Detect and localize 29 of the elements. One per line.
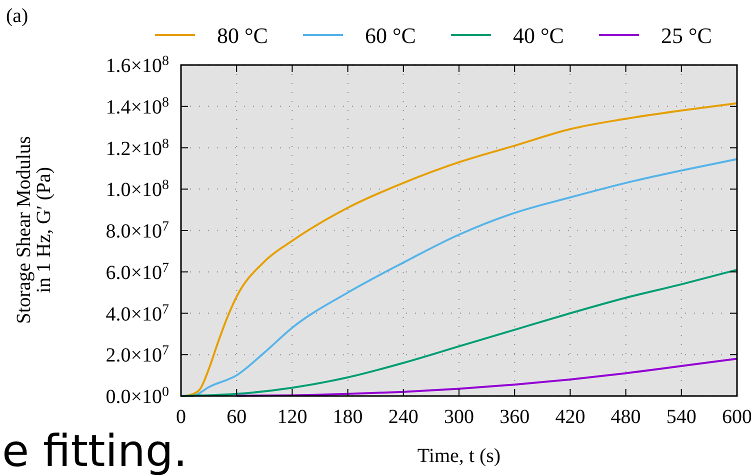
legend-label: 25 °C — [661, 23, 712, 48]
y-tick-label: 1.0×10$^{8}$ — [106, 178, 169, 202]
x-tick-label: 300 — [444, 406, 474, 428]
x-tick-label: 540 — [666, 406, 696, 428]
x-axis-title: Time, t (s) — [417, 445, 501, 467]
y-tick-label: 1.6×10$^{8}$ — [106, 54, 169, 77]
legend-label: 40 °C — [513, 23, 564, 48]
legend-label: 60 °C — [365, 23, 416, 48]
x-tick-label: 240 — [388, 406, 418, 428]
x-tick-label: 420 — [555, 406, 586, 428]
y-tick-label: 8.0×10$^{7}$ — [106, 219, 169, 242]
x-tick-label: 120 — [277, 406, 308, 428]
y-tick-label: 1.2×10$^{8}$ — [106, 136, 169, 160]
x-tick-label: 0 — [176, 406, 186, 428]
y-tick-label: 1.4×10$^{8}$ — [106, 94, 169, 118]
y-tick-label: 2.0×10$^{7}$ — [106, 343, 169, 367]
y-tick-label: 0.0×10$^{0}$ — [106, 384, 169, 408]
x-tick-label: 180 — [332, 406, 363, 428]
line-series — [184, 102, 738, 397]
legend-label: 80 °C — [217, 23, 268, 48]
y-tick-label: 6.0×10$^{7}$ — [106, 260, 169, 284]
x-tick-label: 360 — [500, 406, 530, 428]
x-tick-label: 480 — [610, 406, 641, 428]
x-tick-label: 600 — [722, 406, 751, 428]
x-tick-label: 60 — [226, 406, 247, 428]
y-tick-label: 4.0×10$^{7}$ — [106, 302, 169, 326]
y-axis-title: Storage Shear Modulus in 1 Hz, G′ (Pa) — [13, 136, 55, 324]
text: (a) — [6, 5, 28, 27]
line-series — [236, 358, 738, 397]
